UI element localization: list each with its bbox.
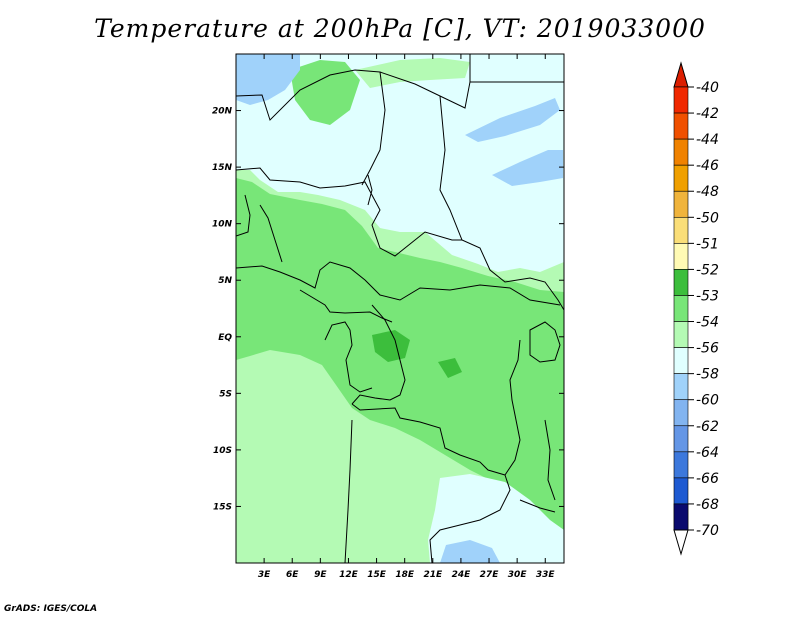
colorbar-segment — [673, 295, 689, 322]
lon-tick-label: 12E — [339, 570, 359, 580]
colorbar-label: -51 — [696, 236, 719, 252]
colorbar-segment — [673, 190, 689, 218]
lat-tick-label: 15S — [213, 502, 232, 512]
colorbar-bottom-triangle — [673, 529, 689, 556]
colorbar-top-triangle — [673, 61, 689, 88]
lon-tick-label: 24E — [452, 570, 472, 580]
border-line — [259, 204, 283, 263]
border-line — [429, 474, 511, 563]
colorbar-label: -58 — [696, 367, 719, 383]
colorbar-segment — [673, 269, 689, 296]
lon-tick-label: 9E — [314, 570, 327, 580]
colorbar-label: -56 — [696, 341, 719, 357]
colorbar-segment — [673, 243, 689, 270]
border-line — [519, 499, 556, 513]
border-line — [351, 403, 506, 476]
lon-tick-label: 27E — [480, 570, 500, 580]
field-pale-cyan-south — [428, 474, 564, 563]
colorbar-label: -42 — [696, 106, 719, 122]
colorbar-label: -52 — [696, 262, 719, 278]
border-line — [236, 261, 561, 306]
footer-credit: GrADS: IGES/COLA — [4, 604, 98, 614]
colorbar-segment-end — [673, 503, 689, 531]
colorbar-label: -62 — [696, 419, 719, 435]
border-line — [367, 174, 373, 206]
colorbar-label: -53 — [696, 288, 719, 304]
border-line — [324, 321, 373, 393]
lat-tick-label: EQ — [218, 333, 232, 343]
colorbar-segment — [673, 347, 689, 374]
colorbar-label: -64 — [696, 445, 719, 461]
field-green-sahara-patch — [290, 60, 360, 125]
colorbar-segment — [673, 373, 689, 401]
latitude-axis: 20N 15N 10N 5N EQ 5S 10S 15S — [212, 107, 564, 512]
border-line — [236, 167, 462, 257]
colorbar-label: -54 — [696, 315, 719, 331]
field-green-sahara-patch-2 — [355, 58, 470, 88]
colorbar-segment — [673, 321, 689, 348]
colorbar-segment — [673, 86, 689, 114]
colorbar-segment — [673, 216, 689, 244]
plot-frame — [235, 53, 565, 564]
field-dark-green-congo — [372, 330, 410, 362]
lat-tick-label: 10S — [213, 446, 232, 456]
colorbar-segment — [673, 164, 689, 192]
longitude-axis: 3E 6E 9E 12E 15E 18E 21E 24E 27E 30E 33E — [258, 54, 556, 580]
border-line — [439, 95, 564, 311]
border-line — [544, 419, 556, 501]
colorbar-segment — [673, 399, 689, 427]
lon-tick-label: 6E — [286, 570, 299, 580]
colorbar-label: -46 — [696, 158, 719, 174]
colorbar-label: -40 — [696, 80, 719, 96]
border-line — [236, 54, 471, 121]
lat-tick-label: 5N — [218, 276, 232, 286]
field-light-blue-nw — [236, 54, 300, 105]
field-green-sahel — [236, 178, 564, 563]
colorbar-label: -50 — [696, 210, 719, 226]
lon-tick-label: 21E — [423, 570, 443, 580]
field-light-green-southwest — [236, 430, 420, 563]
colorbar-label: -48 — [696, 184, 719, 200]
map-borders — [236, 54, 564, 563]
colorbar: -40 -42 -44 -46 -48 -50 -51 -52 -53 -54 -56 -58 -60 -… — [673, 61, 719, 556]
field-light-blue-south — [440, 540, 500, 563]
lat-tick-label: 10N — [212, 220, 233, 230]
lat-tick-label: 15N — [212, 163, 233, 173]
border-line — [299, 289, 393, 323]
colorbar-segment — [673, 112, 689, 140]
colorbar-label: -60 — [696, 393, 719, 409]
colorbar-segment — [673, 138, 689, 166]
colorbar-segment — [673, 425, 689, 453]
map-title: Temperature at 200hPa [C], VT: 201903300… — [94, 14, 706, 43]
lon-tick-label: 33E — [536, 570, 556, 580]
colorbar-segment — [673, 451, 689, 479]
border-line — [361, 71, 386, 186]
field-light-blue-ne-1 — [465, 98, 560, 142]
field-light-blue-ne-2 — [492, 150, 563, 186]
lon-tick-label: 30E — [508, 570, 528, 580]
lon-tick-label: 15E — [367, 570, 387, 580]
colorbar-segment — [673, 477, 689, 505]
colorbar-label: -70 — [696, 523, 719, 539]
temperature-field — [236, 54, 564, 563]
border-line — [344, 419, 353, 563]
border-line — [351, 304, 406, 405]
border-line — [504, 339, 521, 476]
lon-tick-label: 18E — [395, 570, 415, 580]
field-dark-green-congo-2 — [438, 358, 462, 378]
colorbar-label: -66 — [696, 471, 719, 487]
lat-tick-label: 5S — [219, 389, 232, 399]
colorbar-label: -44 — [696, 132, 719, 148]
colorbar-label: -68 — [696, 497, 719, 513]
lon-tick-label: 3E — [258, 570, 271, 580]
border-line — [529, 321, 561, 363]
border-line — [236, 194, 251, 237]
lat-tick-label: 20N — [212, 107, 233, 117]
